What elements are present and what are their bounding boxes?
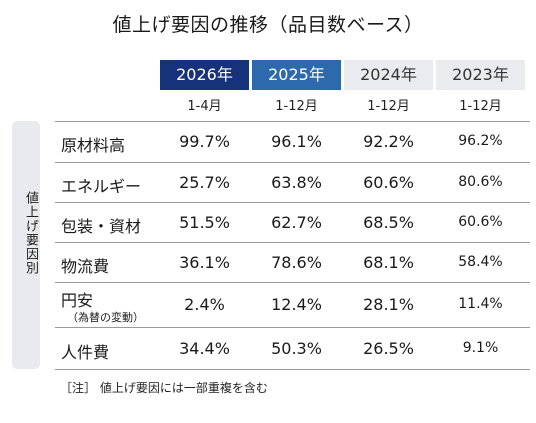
value-cell: 12.4%	[271, 295, 322, 314]
value-cell: 78.6%	[271, 253, 322, 272]
row-sublabel: （為替の変動）	[67, 311, 144, 324]
value-cell: 68.1%	[363, 253, 414, 272]
footnote: ［注］ 値上げ要因には一部重複を含む	[60, 381, 268, 395]
table-row: エネルギー 25.7% 63.8% 60.6% 80.6%	[55, 162, 530, 202]
value-cell: 9.1%	[462, 340, 499, 356]
year-header-2024: 2024年	[344, 60, 433, 90]
side-category-panel: 値上げ要因別	[12, 121, 40, 369]
period-2026: 1-4月	[187, 99, 222, 114]
table-row: 原材料高 99.7% 96.1% 92.2% 96.2%	[55, 121, 530, 162]
table-divider	[55, 327, 530, 328]
row-label: 人件費	[61, 343, 110, 362]
value-cell: 11.4%	[458, 296, 503, 312]
table-divider	[55, 369, 530, 370]
value-cell: 25.7%	[179, 173, 230, 192]
value-cell: 68.5%	[363, 213, 414, 232]
value-cell: 99.7%	[179, 132, 230, 151]
row-label: 物流費	[61, 257, 110, 276]
value-cell: 50.3%	[271, 339, 322, 358]
year-header-2023: 2023年	[436, 60, 525, 90]
value-cell: 92.2%	[363, 132, 414, 151]
value-cell: 96.1%	[271, 132, 322, 151]
row-label: 原材料高	[61, 136, 126, 155]
period-2023: 1-12月	[459, 99, 502, 114]
table-divider	[55, 162, 530, 163]
page-title: 値上げ要因の推移（品目数ベース）	[112, 14, 424, 36]
period-2024: 1-12月	[367, 99, 410, 114]
row-label: 円安	[61, 291, 94, 310]
side-category-label: 値上げ要因別	[23, 191, 38, 275]
year-header-2025: 2025年	[252, 60, 341, 90]
row-label: 包装・資材	[61, 217, 142, 236]
value-cell: 60.6%	[458, 214, 503, 230]
table-divider	[55, 121, 530, 122]
value-cell: 26.5%	[363, 339, 414, 358]
table-row: 人件費 34.4% 50.3% 26.5% 9.1%	[55, 327, 530, 369]
table-divider	[55, 282, 530, 283]
table-row: 物流費 36.1% 78.6% 68.1% 58.4%	[55, 242, 530, 282]
value-cell: 58.4%	[458, 254, 503, 270]
row-label: エネルギー	[61, 177, 142, 196]
value-cell: 60.6%	[363, 173, 414, 192]
year-header-2026: 2026年	[160, 60, 249, 90]
value-cell: 2.4%	[184, 295, 225, 314]
period-2025: 1-12月	[275, 99, 318, 114]
table-divider	[55, 242, 530, 243]
table-divider	[55, 202, 530, 203]
value-cell: 63.8%	[271, 173, 322, 192]
table-row: 円安 （為替の変動） 2.4% 12.4% 28.1% 11.4%	[55, 282, 530, 327]
value-cell: 51.5%	[179, 213, 230, 232]
value-cell: 36.1%	[179, 253, 230, 272]
value-cell: 80.6%	[458, 174, 503, 190]
value-cell: 96.2%	[458, 133, 503, 149]
table-row: 包装・資材 51.5% 62.7% 68.5% 60.6%	[55, 202, 530, 242]
value-cell: 62.7%	[271, 213, 322, 232]
value-cell: 34.4%	[179, 339, 230, 358]
value-cell: 28.1%	[363, 295, 414, 314]
